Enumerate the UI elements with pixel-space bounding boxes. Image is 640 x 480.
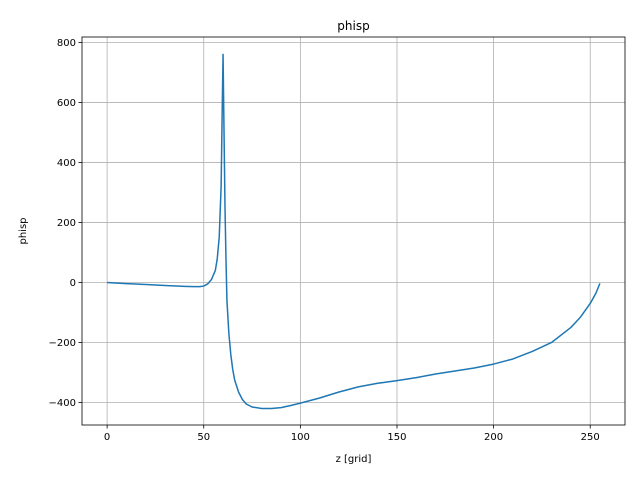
- x-tick-label: 50: [197, 432, 210, 443]
- y-tick-label: −400: [49, 398, 76, 409]
- y-tick-label: −200: [49, 338, 76, 349]
- x-tick-label: 250: [581, 432, 600, 443]
- y-tick-label: 400: [57, 158, 76, 169]
- series-line: [107, 53, 601, 410]
- y-axis-ticks: −400 −200 0 200 400 600 800: [49, 38, 82, 409]
- y-axis-label: phisp: [18, 217, 29, 244]
- grid: [82, 37, 625, 425]
- plot-frame: [81, 36, 626, 426]
- x-tick-label: 100: [291, 432, 310, 443]
- y-tick-label: 800: [57, 38, 76, 49]
- series-layer: [107, 53, 601, 410]
- x-axis-label: z [grid]: [336, 454, 372, 465]
- x-axis-ticks: 0 50 100 150 200 250: [104, 425, 600, 443]
- x-tick-label: 200: [484, 432, 503, 443]
- y-tick-label: 200: [57, 218, 76, 229]
- y-tick-label: 600: [57, 98, 76, 109]
- x-tick-label: 150: [387, 432, 406, 443]
- y-tick-label: 0: [70, 278, 76, 289]
- chart-title: phisp: [337, 19, 369, 33]
- x-tick-label: 0: [104, 432, 110, 443]
